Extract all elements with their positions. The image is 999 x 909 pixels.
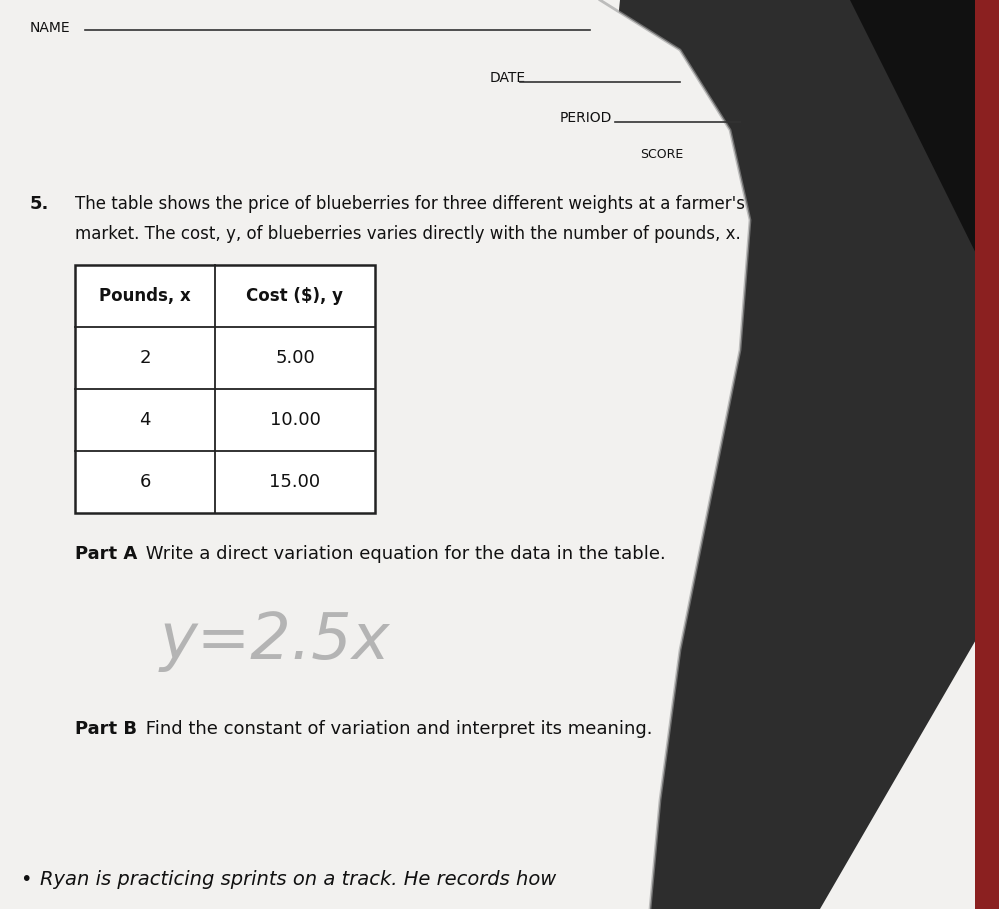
Text: NAME: NAME [30, 21, 71, 35]
Text: y=2.5x: y=2.5x [160, 610, 391, 672]
Bar [975, 0, 999, 909]
Text: •: • [20, 870, 32, 889]
Text: Part B: Part B [75, 720, 137, 738]
Text: market. The cost, y, of blueberries varies directly with the number of pounds, x: market. The cost, y, of blueberries vari… [75, 225, 740, 243]
Polygon shape [580, 0, 999, 909]
Text: Part A: Part A [75, 545, 137, 563]
Polygon shape [850, 0, 999, 300]
Bar [75, 265, 375, 513]
Text: 2: 2 [139, 349, 151, 367]
Text: The table shows the price of blueberries for three different weights at a farmer: The table shows the price of blueberries… [75, 195, 745, 213]
Text: 15.00: 15.00 [270, 473, 321, 491]
Text: SCORE: SCORE [640, 148, 683, 162]
Polygon shape [0, 0, 750, 909]
Text: Write a direct variation equation for the data in the table.: Write a direct variation equation for th… [140, 545, 665, 563]
Text: Pounds, x: Pounds, x [99, 287, 191, 305]
Text: 4: 4 [139, 411, 151, 429]
Text: 5.00: 5.00 [275, 349, 315, 367]
Text: 10.00: 10.00 [270, 411, 321, 429]
Text: 5.: 5. [30, 195, 49, 213]
Text: DATE: DATE [490, 71, 526, 85]
Text: Cost ($), y: Cost ($), y [247, 287, 344, 305]
Text: Find the constant of variation and interpret its meaning.: Find the constant of variation and inter… [140, 720, 652, 738]
Text: 6: 6 [139, 473, 151, 491]
Text: PERIOD: PERIOD [560, 111, 612, 125]
Text: Ryan is practicing sprints on a track. He records how: Ryan is practicing sprints on a track. H… [40, 870, 556, 889]
